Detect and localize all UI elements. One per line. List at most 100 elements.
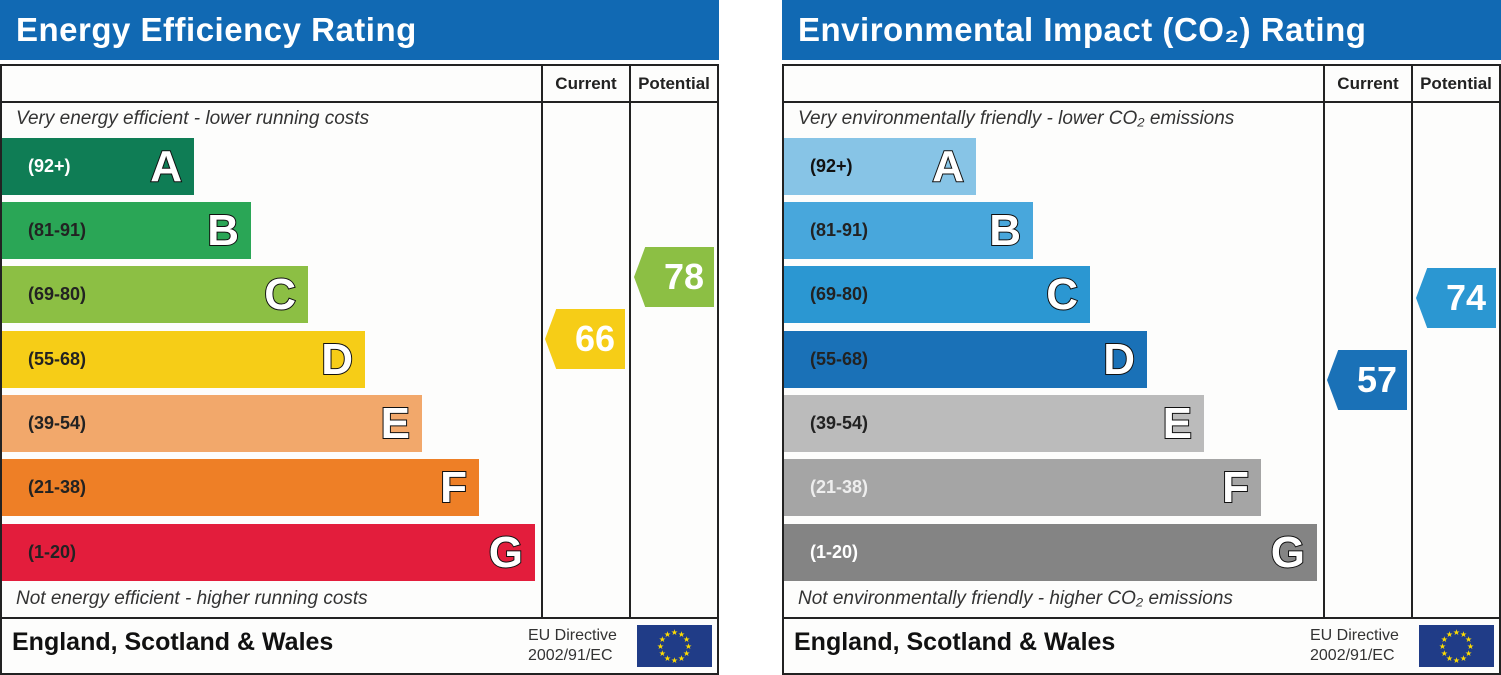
band-letter: F: [1221, 462, 1250, 513]
band-bar-a: (92+) A: [2, 138, 194, 195]
band-range: (39-54): [810, 413, 869, 433]
band-letter: G: [488, 527, 524, 578]
band-range: (92+): [810, 156, 853, 176]
svg-text:★: ★: [685, 642, 692, 651]
header-divider: [0, 101, 719, 103]
band-range: (81-91): [810, 220, 869, 240]
band-range: (55-68): [810, 349, 869, 369]
band-bar-e: (39-54) E: [2, 395, 422, 452]
band-range: (81-91): [28, 220, 87, 240]
band-range: (69-80): [810, 284, 869, 304]
band-letter: F: [439, 462, 468, 513]
svg-text:★: ★: [659, 649, 666, 658]
band-letter: D: [320, 334, 354, 385]
svg-text:★: ★: [664, 630, 671, 639]
eu-flag-icon: ★ ★ ★ ★ ★ ★ ★ ★ ★ ★ ★ ★: [637, 625, 712, 667]
svg-text:★: ★: [671, 628, 678, 637]
top-note: Very energy efficient - lower running co…: [16, 108, 370, 129]
eu-flag-icon: ★ ★ ★ ★ ★ ★ ★ ★ ★ ★ ★ ★: [1419, 625, 1494, 667]
eu-directive-number: 2002/91/EC: [1310, 647, 1395, 664]
column-divider: [541, 64, 543, 618]
svg-text:★: ★: [664, 654, 671, 663]
svg-text:★: ★: [657, 642, 664, 651]
chart-title: Environmental Impact (CO₂) Rating: [782, 0, 1501, 60]
header-divider: [782, 101, 1501, 103]
current-rating-arrow: 57: [1327, 350, 1407, 410]
band-range: (1-20): [810, 542, 859, 562]
band-letter: G: [1270, 527, 1306, 578]
svg-text:★: ★: [1446, 630, 1453, 639]
band-bar-g: (1-20) G: [784, 524, 1317, 581]
rating-panel: Environmental Impact (CO₂) Rating Current…: [782, 0, 1501, 675]
potential-rating-arrow: 78: [634, 247, 714, 307]
band-letter: A: [931, 141, 965, 192]
band-bar-d: (55-68) D: [784, 331, 1147, 388]
column-header-potential: Potential: [638, 74, 710, 93]
band-range: (21-38): [28, 477, 87, 497]
svg-text:★: ★: [678, 654, 685, 663]
column-divider: [1411, 64, 1413, 618]
band-letter: E: [380, 398, 411, 449]
band-bar-d: (55-68) D: [2, 331, 365, 388]
band-bar-a: (92+) A: [784, 138, 976, 195]
svg-text:★: ★: [683, 649, 690, 658]
column-divider: [629, 64, 631, 618]
potential-rating-arrow: 74: [1416, 268, 1496, 328]
band-bar-c: (69-80) C: [2, 266, 308, 323]
svg-text:★: ★: [1467, 642, 1474, 651]
svg-text:★: ★: [1453, 628, 1460, 637]
column-header-current: Current: [555, 74, 617, 93]
rating-panel: Energy Efficiency Rating Current Potential…: [0, 0, 719, 675]
svg-text:★: ★: [659, 635, 666, 644]
eu-directive-line: EU Directive: [1310, 627, 1399, 644]
band-bar-f: (21-38) F: [2, 459, 479, 516]
column-header-potential: Potential: [1420, 74, 1492, 93]
band-range: (92+): [28, 156, 71, 176]
chart-title: Energy Efficiency Rating: [0, 0, 719, 60]
svg-text:★: ★: [1446, 654, 1453, 663]
band-range: (39-54): [28, 413, 87, 433]
svg-text:★: ★: [1441, 649, 1448, 658]
bottom-note: Not energy efficient - higher running co…: [16, 588, 368, 609]
eu-directive-number: 2002/91/EC: [528, 647, 613, 664]
band-range: (55-68): [28, 349, 87, 369]
band-letter: E: [1162, 398, 1193, 449]
band-range: (21-38): [810, 477, 869, 497]
band-bar-b: (81-91) B: [2, 202, 251, 259]
svg-text:★: ★: [1460, 654, 1467, 663]
band-range: (69-80): [28, 284, 87, 304]
band-letter: A: [149, 141, 183, 192]
band-letter: C: [1045, 269, 1079, 320]
svg-text:★: ★: [678, 630, 685, 639]
band-letter: C: [263, 269, 297, 320]
top-note: Very environmentally friendly - lower CO…: [798, 108, 1235, 129]
band-letter: D: [1102, 334, 1136, 385]
eu-directive-line: EU Directive: [528, 627, 617, 644]
svg-text:★: ★: [1441, 635, 1448, 644]
column-header-current: Current: [1337, 74, 1399, 93]
svg-text:★: ★: [683, 635, 690, 644]
svg-text:★: ★: [1453, 656, 1460, 665]
band-letter: B: [206, 205, 240, 256]
column-divider: [1323, 64, 1325, 618]
band-bar-f: (21-38) F: [784, 459, 1261, 516]
band-bar-c: (69-80) C: [784, 266, 1090, 323]
band-letter: B: [988, 205, 1022, 256]
region-label: England, Scotland & Wales: [12, 628, 334, 656]
band-bar-b: (81-91) B: [784, 202, 1033, 259]
band-bar-e: (39-54) E: [784, 395, 1204, 452]
svg-text:★: ★: [1439, 642, 1446, 651]
band-bar-g: (1-20) G: [2, 524, 535, 581]
footer-divider: [782, 617, 1501, 619]
svg-text:★: ★: [1465, 649, 1472, 658]
eu-directive: EU Directive 2002/91/EC: [528, 626, 617, 666]
current-rating-arrow: 66: [545, 309, 625, 369]
svg-text:★: ★: [671, 656, 678, 665]
bottom-note: Not environmentally friendly - higher CO…: [798, 588, 1233, 609]
region-label: England, Scotland & Wales: [794, 628, 1116, 656]
eu-directive: EU Directive 2002/91/EC: [1310, 626, 1399, 666]
svg-text:★: ★: [1465, 635, 1472, 644]
svg-text:★: ★: [1460, 630, 1467, 639]
band-range: (1-20): [28, 542, 77, 562]
footer-divider: [0, 617, 719, 619]
